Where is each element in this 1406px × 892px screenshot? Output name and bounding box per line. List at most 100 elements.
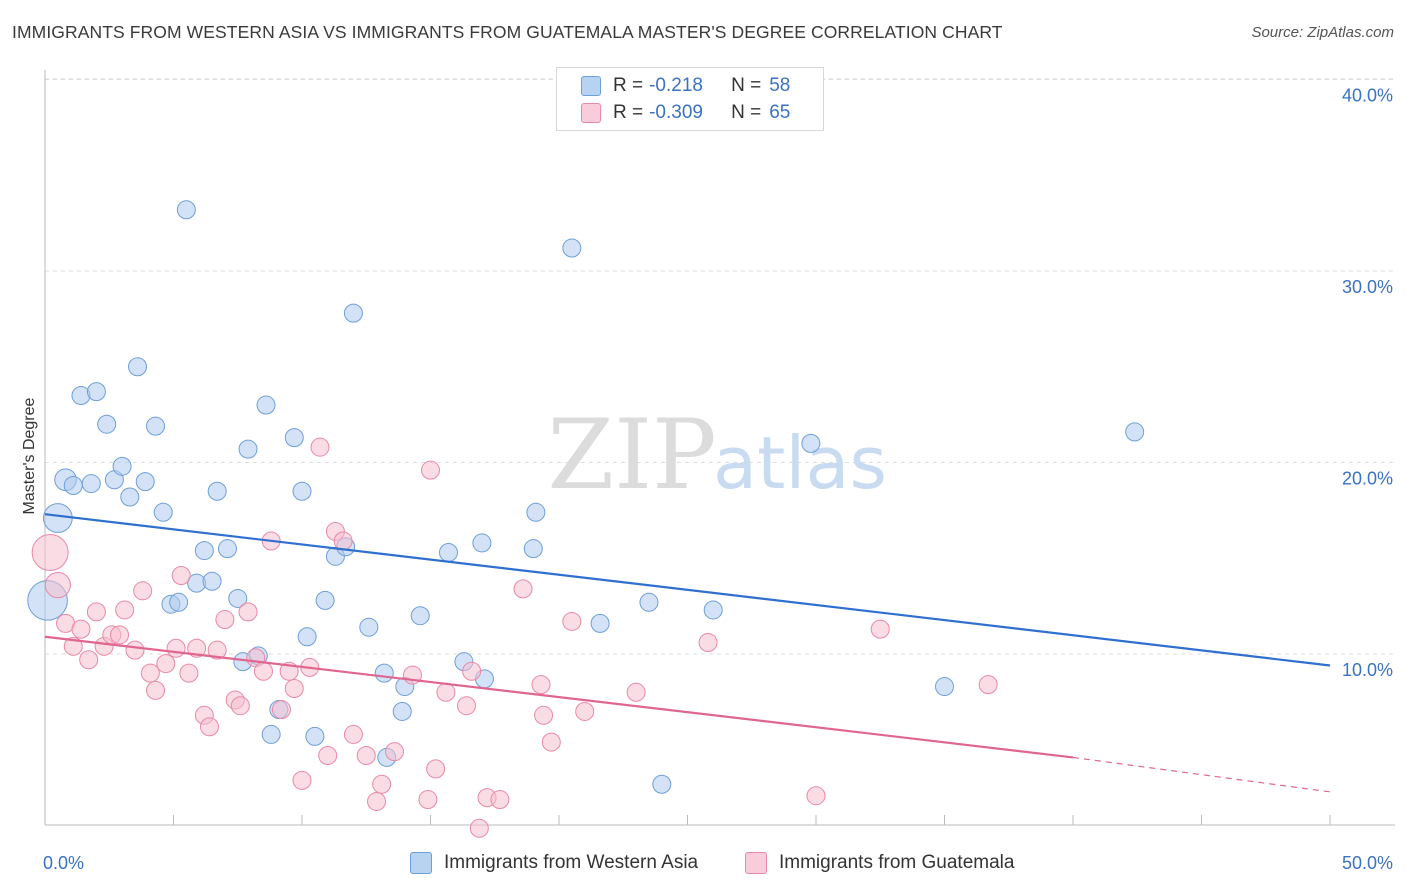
- axis-ticks: [173, 815, 1331, 825]
- legend-r-value: -0.218: [649, 75, 703, 96]
- legend-r-label: R =: [613, 102, 644, 123]
- data-point-guatemala: [133, 581, 153, 601]
- data-point-guatemala: [541, 732, 561, 752]
- data-point-western-asia: [202, 571, 222, 591]
- data-point-guatemala: [63, 636, 83, 656]
- data-point-guatemala: [806, 786, 826, 806]
- data-point-western-asia: [292, 481, 312, 501]
- data-point-guatemala: [870, 619, 890, 639]
- y-tick-label: 30.0%: [1342, 277, 1393, 297]
- data-point-guatemala: [534, 705, 554, 725]
- data-point-western-asia: [438, 543, 458, 563]
- data-point-guatemala: [343, 724, 363, 744]
- legend-r-label: R =: [613, 75, 644, 96]
- data-point-western-asia: [238, 439, 258, 459]
- data-point-western-asia: [261, 724, 281, 744]
- data-point-guatemala: [79, 650, 99, 670]
- data-point-guatemala: [356, 745, 376, 765]
- data-point-western-asia: [1125, 422, 1145, 442]
- data-point-western-asia: [81, 474, 101, 494]
- bottom-legend-swatch-blue: [410, 852, 432, 874]
- data-point-western-asia: [194, 541, 214, 561]
- data-point-guatemala: [513, 579, 533, 599]
- data-point-western-asia: [652, 774, 672, 794]
- legend-n-value: 58: [769, 75, 791, 96]
- data-point-guatemala: [110, 625, 130, 645]
- data-point-guatemala: [146, 680, 166, 700]
- data-point-guatemala: [238, 602, 258, 622]
- data-point-western-asia: [228, 588, 248, 608]
- trend-line-guatemala: [44, 635, 1074, 759]
- data-point-guatemala: [71, 619, 91, 639]
- data-point-western-asia: [590, 613, 610, 633]
- legend-swatch-pink: [581, 103, 601, 123]
- y-tick-label: 10.0%: [1342, 660, 1393, 680]
- data-point-western-asia: [256, 395, 276, 415]
- x-tick-label-min: 0.0%: [43, 853, 84, 873]
- data-point-guatemala: [284, 678, 304, 698]
- legend-r-value: -0.309: [649, 102, 703, 123]
- data-point-western-asia: [315, 590, 335, 610]
- data-point-guatemala: [385, 742, 405, 762]
- trend-lines: [44, 513, 1331, 793]
- data-point-western-asia: [526, 502, 546, 522]
- data-point-guatemala: [292, 770, 312, 790]
- stats-legend: R = -0.218 N = 58 R = -0.309 N = 65: [556, 67, 824, 131]
- legend-n-value: 65: [769, 102, 791, 123]
- source-credit: Source: ZipAtlas.com: [1251, 24, 1394, 41]
- data-point-western-asia: [112, 456, 132, 476]
- data-point-western-asia: [374, 663, 394, 683]
- gridlines: [45, 78, 1395, 655]
- data-point-western-asia: [392, 701, 412, 721]
- y-tick-label: 40.0%: [1342, 86, 1393, 106]
- watermark-atlas: atlas: [713, 421, 887, 505]
- data-point-western-asia: [153, 502, 173, 522]
- data-point-guatemala: [171, 565, 191, 585]
- axes: [44, 70, 1395, 826]
- data-point-guatemala: [86, 602, 106, 622]
- watermark-zip: ZIP: [547, 399, 716, 511]
- series-western-asia: [27, 200, 1145, 794]
- trend-line-western-asia: [44, 513, 1331, 667]
- data-point-guatemala: [199, 717, 219, 737]
- data-point-western-asia: [120, 487, 140, 507]
- data-point-western-asia: [305, 726, 325, 746]
- data-point-western-asia: [128, 357, 148, 377]
- data-point-western-asia: [472, 533, 492, 553]
- data-point-guatemala: [187, 638, 207, 658]
- data-point-western-asia: [207, 481, 227, 501]
- data-point-guatemala: [125, 640, 145, 660]
- data-point-western-asia: [562, 238, 582, 258]
- data-point-guatemala: [44, 571, 71, 599]
- chart-title: IMMIGRANTS FROM WESTERN ASIA VS IMMIGRAN…: [12, 22, 1003, 42]
- data-point-guatemala: [575, 701, 595, 721]
- data-point-western-asia: [410, 606, 430, 626]
- data-point-western-asia: [217, 539, 237, 559]
- legend-row-western-asia: R = -0.218 N = 58: [581, 73, 790, 99]
- data-point-guatemala: [215, 610, 235, 630]
- data-point-western-asia: [639, 592, 659, 612]
- bottom-legend-guatemala: Immigrants from Guatemala: [745, 852, 1014, 874]
- data-point-western-asia: [86, 382, 106, 402]
- data-point-western-asia: [146, 416, 166, 436]
- data-point-guatemala: [421, 460, 440, 480]
- data-point-guatemala: [626, 682, 646, 702]
- data-point-guatemala: [253, 661, 273, 681]
- data-point-guatemala: [490, 790, 510, 810]
- data-point-western-asia: [703, 600, 723, 620]
- data-point-guatemala: [333, 531, 353, 551]
- data-point-guatemala: [166, 638, 186, 658]
- data-point-guatemala: [436, 682, 456, 702]
- data-point-guatemala: [115, 600, 135, 620]
- data-point-western-asia: [284, 428, 304, 448]
- data-point-guatemala: [310, 437, 330, 457]
- data-point-western-asia: [63, 475, 83, 495]
- data-point-guatemala: [230, 696, 250, 716]
- legend-n-label: N =: [731, 102, 762, 123]
- data-point-guatemala: [31, 534, 69, 572]
- bottom-legend-western-asia: Immigrants from Western Asia: [410, 852, 698, 874]
- data-point-western-asia: [169, 592, 189, 612]
- data-point-guatemala: [179, 663, 199, 683]
- data-point-western-asia: [135, 472, 155, 492]
